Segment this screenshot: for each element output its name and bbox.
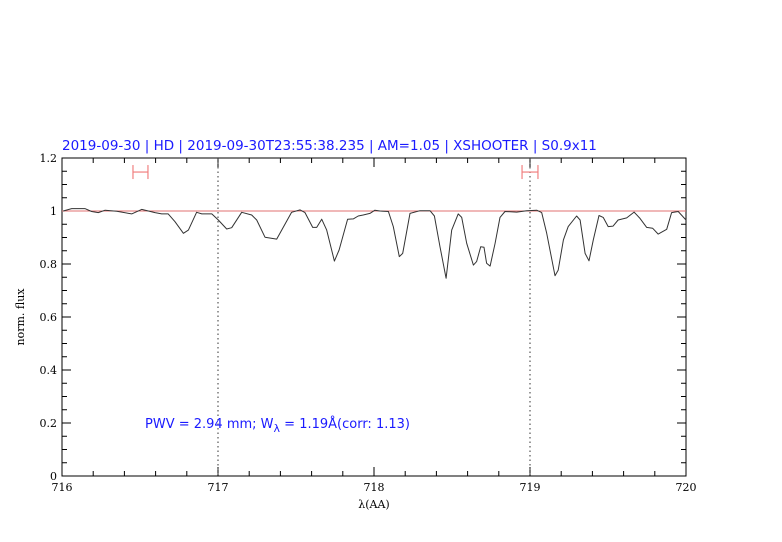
y-tick-label: 0.2	[40, 417, 58, 430]
y-tick-label: 0.8	[40, 258, 58, 271]
y-tick-label: 0	[50, 470, 57, 483]
pwv-annotation: PWV = 2.94 mm; Wλ = 1.19Å(corr: 1.13)	[145, 416, 410, 435]
chart-title: 2019-09-30 | HD | 2019-09-30T23:55:38.23…	[62, 138, 597, 154]
spectrum-line	[63, 208, 687, 279]
annotation-suffix: = 1.19Å(corr: 1.13)	[280, 416, 410, 432]
x-tick-label: 718	[364, 481, 385, 494]
y-tick-label: 0.4	[40, 364, 58, 377]
y-tick-label: 1.2	[40, 152, 58, 165]
y-tick-label: 0.6	[40, 311, 58, 324]
wavelength-range-bar	[132, 165, 149, 180]
y-tick-label: 1	[50, 205, 57, 218]
x-tick-label: 716	[52, 481, 73, 494]
y-axis-label: norm. flux	[14, 288, 27, 346]
wavelength-range-bar	[521, 165, 539, 180]
annotation-subscript: λ	[274, 422, 281, 435]
annotation-prefix: PWV = 2.94 mm; W	[145, 417, 274, 432]
x-tick-label: 720	[676, 481, 697, 494]
x-axis-label: λ(AA)	[358, 498, 389, 511]
x-tick-label: 717	[208, 481, 229, 494]
x-tick-label: 719	[520, 481, 541, 494]
